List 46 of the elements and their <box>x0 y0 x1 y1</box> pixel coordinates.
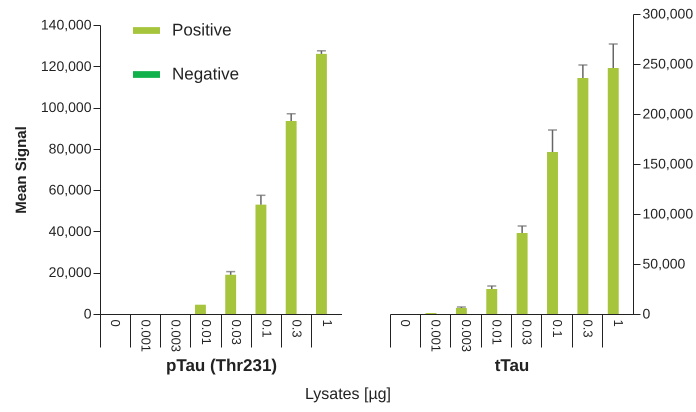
x-tick-label: 0.1 <box>259 320 274 338</box>
legend-label: Negative <box>172 64 240 84</box>
bar <box>577 78 588 314</box>
text: Lysates [µg] <box>304 386 392 404</box>
x-tick-label: 0.01 <box>489 320 504 345</box>
x-tick-label: 1 <box>320 320 335 327</box>
y2-tick-label: 200,000 <box>642 106 694 122</box>
y-tick-label: 120,000 <box>40 58 92 74</box>
bar <box>486 289 498 314</box>
bar <box>316 54 327 314</box>
y-tick-label: 80,000 <box>48 140 92 156</box>
x-tick-label: 0.03 <box>229 320 244 345</box>
y2-tick-label: 250,000 <box>642 56 694 72</box>
y2-tick-label: 50,000 <box>642 256 686 272</box>
bar <box>516 233 528 314</box>
x-tick-label: 0.003 <box>458 320 474 352</box>
bar <box>286 120 297 314</box>
x-axis-title: tTau <box>494 356 530 376</box>
x-tick-label: 0 <box>108 320 124 327</box>
x-tick-label: 0.03 <box>520 320 535 345</box>
bar <box>456 308 467 314</box>
y-tick-label: 40,000 <box>48 222 92 239</box>
x-tick-label: 0.003 <box>168 320 184 352</box>
x-tick-label: 1 <box>610 320 626 327</box>
y-tick-label: 20,000 <box>48 264 92 280</box>
bar <box>225 274 236 314</box>
y2-tick-label: 150,000 <box>642 156 694 172</box>
x-tick-label: 0.001 <box>138 320 154 352</box>
x-tick-label: 0.001 <box>428 320 444 352</box>
x-axis-title: pTau (Thr231) <box>166 356 278 376</box>
y2-tick-label: 300,000 <box>642 6 694 22</box>
x-tick-label: 0.1 <box>550 320 566 338</box>
legend-label: Positive <box>172 20 232 40</box>
x-tick-label: 0.3 <box>290 320 305 338</box>
y-tick-label: 140,000 <box>40 16 92 32</box>
y-axis-title: Mean Signal <box>12 126 30 214</box>
y-tick-label: 60,000 <box>48 182 92 198</box>
x-tick-label: 0.3 <box>580 320 596 338</box>
y2-tick-label: 100,000 <box>642 206 694 222</box>
y-tick-label: 100,000 <box>40 99 92 116</box>
bar <box>194 304 206 314</box>
x-tick-label: 0.01 <box>198 320 214 345</box>
bar <box>255 204 266 314</box>
bar <box>547 152 558 314</box>
bar <box>608 68 619 314</box>
x-tick-label: 0 <box>398 320 414 327</box>
